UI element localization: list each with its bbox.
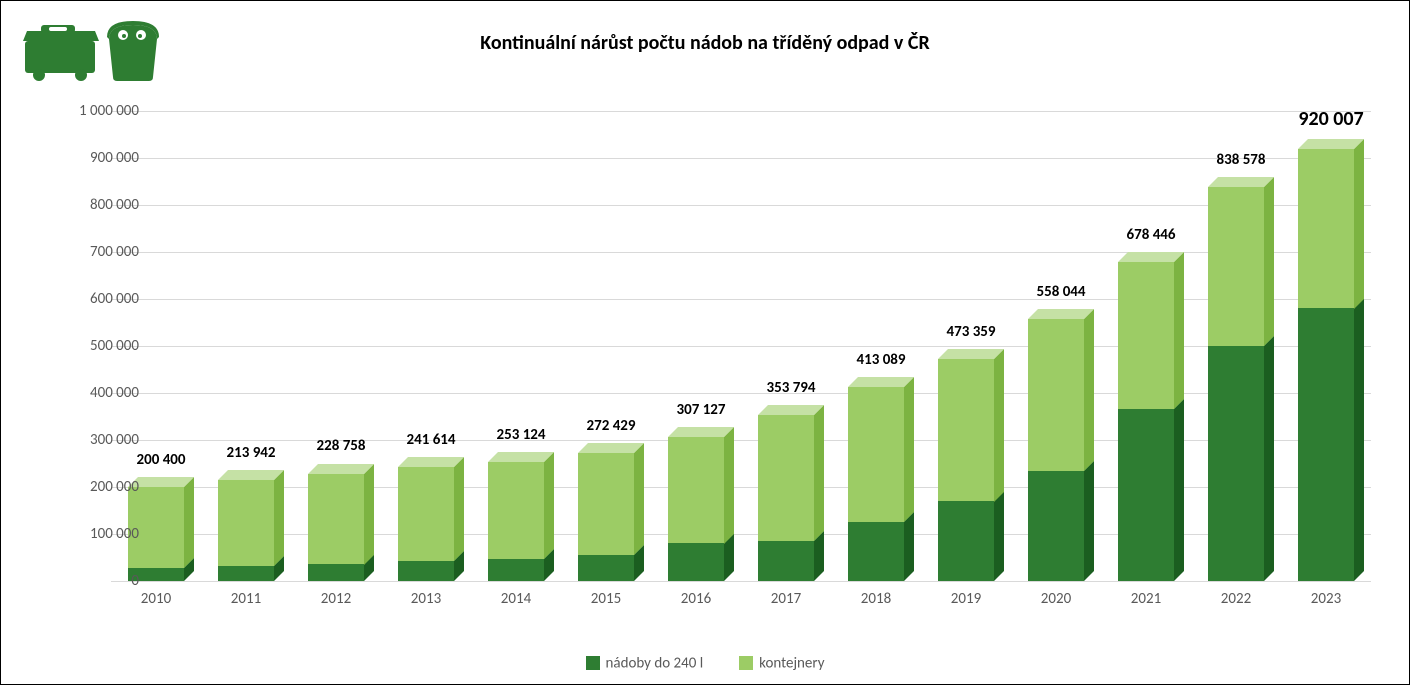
bar-segment — [758, 541, 814, 581]
xtick-label: 2013 — [411, 590, 441, 608]
bar-total-label: 213 942 — [226, 444, 275, 462]
legend: nádoby do 240 l kontejnery — [1, 654, 1409, 672]
gridline — [111, 581, 1371, 582]
legend-item: kontejnery — [739, 654, 824, 672]
bar-segment — [1298, 308, 1354, 581]
bar-segment — [218, 566, 274, 581]
bar-segment — [1208, 346, 1264, 581]
xtick-label: 2015 — [591, 590, 621, 608]
gridline — [111, 205, 1371, 206]
bar-segment — [938, 359, 994, 502]
bar-total-label: 228 758 — [316, 437, 365, 455]
xtick-label: 2020 — [1041, 590, 1071, 608]
bar-total-label: 558 044 — [1036, 283, 1085, 301]
ytick-label: 0 — [39, 572, 139, 590]
legend-swatch — [739, 656, 753, 670]
ytick-label: 400 000 — [39, 384, 139, 402]
x-axis: 2010 2011 2012 2013 2014 2015 2016 2017 2018 2019… — [111, 586, 1371, 616]
bar-total-label: 920 007 — [1298, 107, 1363, 131]
bar-total-label: 353 794 — [766, 379, 815, 397]
ytick-label: 900 000 — [39, 149, 139, 167]
chart-frame: Kontinuální nárůst počtu nádob na tříděn… — [0, 0, 1410, 685]
bar-segment — [218, 480, 274, 566]
ytick-label: 300 000 — [39, 431, 139, 449]
bar-total-label: 241 614 — [406, 431, 455, 449]
bar-segment — [308, 564, 364, 581]
xtick-label: 2023 — [1311, 590, 1341, 608]
bar-total-label: 413 089 — [856, 351, 905, 369]
xtick-label: 2016 — [681, 590, 711, 608]
bar-segment — [488, 462, 544, 559]
bar-segment — [1028, 471, 1084, 581]
bar-segment — [308, 474, 364, 565]
bar-segment — [848, 387, 904, 522]
ytick-label: 800 000 — [39, 196, 139, 214]
legend-swatch — [586, 656, 600, 670]
bar-segment — [758, 415, 814, 541]
bar-segment — [668, 543, 724, 581]
xtick-label: 2012 — [321, 590, 351, 608]
xtick-label: 2019 — [951, 590, 981, 608]
bar-segment — [668, 437, 724, 544]
bar-segment — [1298, 149, 1354, 309]
ytick-label: 500 000 — [39, 337, 139, 355]
bar-segment — [1028, 319, 1084, 471]
bar-total-label: 200 400 — [136, 451, 185, 469]
xtick-label: 2011 — [231, 590, 261, 608]
bar-segment — [578, 453, 634, 555]
ytick-label: 1 000 000 — [39, 102, 139, 120]
chart-plot-area: 200 400 213 942 228 758 241 614 253 124 272 4… — [111, 111, 1371, 581]
bar-segment — [398, 467, 454, 561]
gridline — [111, 111, 1371, 112]
xtick-label: 2010 — [141, 590, 171, 608]
bar-total-label: 473 359 — [946, 323, 995, 341]
legend-label: nádoby do 240 l — [606, 654, 704, 672]
xtick-label: 2014 — [501, 590, 531, 608]
bar-total-label: 838 578 — [1216, 151, 1265, 169]
bar-segment — [1118, 409, 1174, 581]
ytick-label: 100 000 — [39, 525, 139, 543]
ytick-label: 600 000 — [39, 290, 139, 308]
bar-total-label: 307 127 — [676, 401, 725, 419]
bar-total-label: 678 446 — [1126, 226, 1175, 244]
ytick-label: 700 000 — [39, 243, 139, 261]
xtick-label: 2018 — [861, 590, 891, 608]
xtick-label: 2022 — [1221, 590, 1251, 608]
chart-title: Kontinuální nárůst počtu nádob na tříděn… — [1, 31, 1409, 55]
xtick-label: 2021 — [1131, 590, 1161, 608]
gridline — [111, 158, 1371, 159]
bar-segment — [1118, 262, 1174, 409]
legend-label: kontejnery — [759, 654, 824, 672]
bar-segment — [938, 501, 994, 581]
bar-segment — [848, 522, 904, 581]
legend-item: nádoby do 240 l — [586, 654, 704, 672]
bar-segment — [578, 555, 634, 581]
xtick-label: 2017 — [771, 590, 801, 608]
bar-segment — [488, 559, 544, 581]
bar-segment — [398, 561, 454, 581]
bar-total-label: 253 124 — [496, 426, 545, 444]
ytick-label: 200 000 — [39, 478, 139, 496]
bar-segment — [1208, 187, 1264, 346]
bar-total-label: 272 429 — [586, 417, 635, 435]
